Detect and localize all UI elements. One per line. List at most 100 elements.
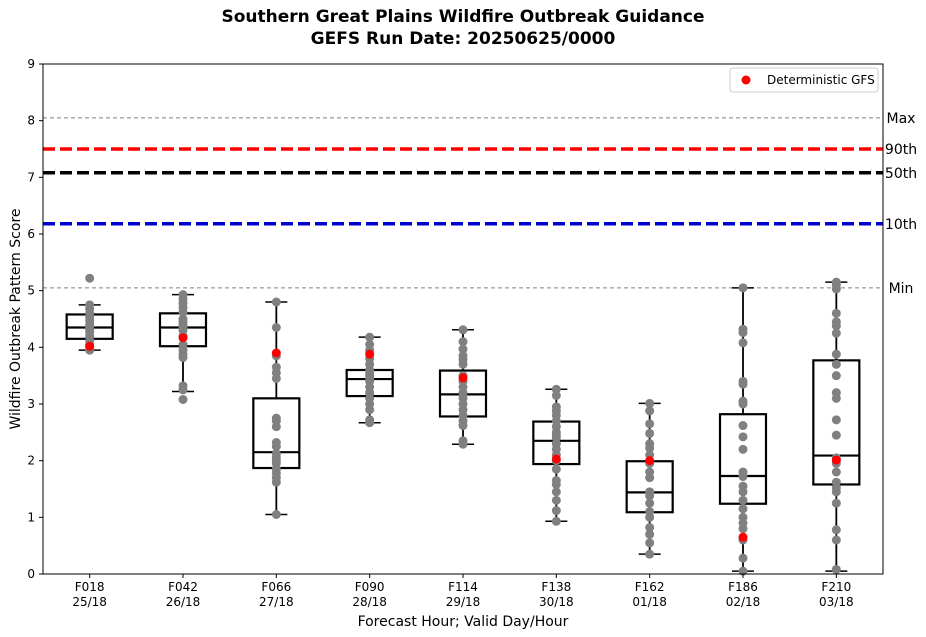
deterministic-point [271,348,281,358]
member-point [831,415,841,425]
y-tick-label: 2 [27,454,35,468]
x-tick-label-hour: F138 [541,580,571,594]
member-point [645,523,655,533]
reference-lines: Max 90th 50th 10th Min [43,111,917,297]
member-point [831,371,841,381]
member-point [458,325,468,335]
x-tick-label-valid: 30/18 [539,595,574,609]
member-point [178,353,188,363]
legend: Deterministic GFS [729,67,879,93]
y-tick-label: 4 [27,340,35,354]
member-point [458,344,468,354]
member-point [831,284,841,294]
member-point [645,443,655,453]
y-tick-label: 6 [27,227,35,241]
member-point [645,398,655,408]
deterministic-point [178,333,188,343]
member-point [738,338,748,348]
y-tick-label: 7 [27,170,35,184]
y-tick-label: 3 [27,397,35,411]
member-point [831,393,841,403]
member-point [551,391,561,400]
member-point [85,273,95,283]
member-point [738,399,748,409]
deterministic-point [85,341,95,351]
x-tick-label-hour: F186 [728,580,758,594]
plot-frame [42,63,884,575]
reference-label: 10th [885,217,917,233]
deterministic-point [645,456,655,466]
x-tick-label-valid: 02/18 [726,595,761,609]
member-point [551,495,561,505]
member-point [551,506,561,516]
x-tick-label-valid: 26/18 [166,595,201,609]
member-point [738,524,748,534]
member-point [831,430,841,440]
member-point [738,553,748,563]
x-tick-label-hour: F114 [448,580,478,594]
member-point [831,564,841,574]
member-point [458,439,468,449]
member-point [738,472,748,482]
member-point [551,516,561,526]
reference-label: 90th [885,142,917,158]
member-point [738,566,748,576]
member-point [271,477,281,487]
member-point [271,510,281,519]
reference-label: Min [889,281,914,297]
legend-marker [741,75,751,85]
member-point [738,444,748,454]
y-tick-label: 1 [27,510,35,524]
member-point [458,337,468,347]
x-tick-label-valid: 29/18 [446,595,481,609]
member-point [831,359,841,369]
member-point [645,491,655,501]
member-point [738,487,748,497]
x-axis-label: Forecast Hour; Valid Day/Hour [358,614,569,630]
x-tick-label-valid: 25/18 [72,595,107,609]
x-tick-label-hour: F162 [635,580,665,594]
member-point [738,328,748,338]
member-point [178,394,188,404]
y-tick-label: 5 [27,284,35,298]
deterministic-point [738,532,748,542]
chart-title: Southern Great Plains Wildfire Outbreak … [222,7,705,27]
member-point [458,359,468,369]
member-point [738,421,748,431]
member-point [271,422,281,432]
y-tick-label: 8 [27,114,35,128]
member-point [831,349,841,359]
member-point [551,487,561,497]
deterministic-points [85,333,841,542]
member-point [271,442,281,451]
member-point [831,498,841,508]
member-point [645,512,655,522]
x-tick-label-valid: 27/18 [259,595,294,609]
deterministic-point [831,455,841,465]
legend-label: Deterministic GFS [767,73,875,87]
member-point [738,432,748,442]
member-point [831,525,841,535]
member-point [365,405,375,415]
member-point [645,419,655,429]
reference-label: 50th [885,166,917,182]
x-tick-label-valid: 01/18 [632,595,667,609]
member-point [831,321,841,331]
member-point [738,283,748,293]
ensemble-members [85,273,841,576]
member-point [645,538,655,548]
x-tick-label-hour: F066 [261,580,291,594]
x-tick-label-valid: 28/18 [352,595,387,609]
member-point [738,379,748,389]
legend-box [729,67,879,93]
member-point [645,406,655,416]
member-point [271,297,281,307]
member-point [551,479,561,489]
member-point [831,487,841,497]
x-tick-label-valid: 03/18 [819,595,854,609]
member-point [365,332,375,342]
member-point [271,374,281,383]
member-point [645,498,655,508]
